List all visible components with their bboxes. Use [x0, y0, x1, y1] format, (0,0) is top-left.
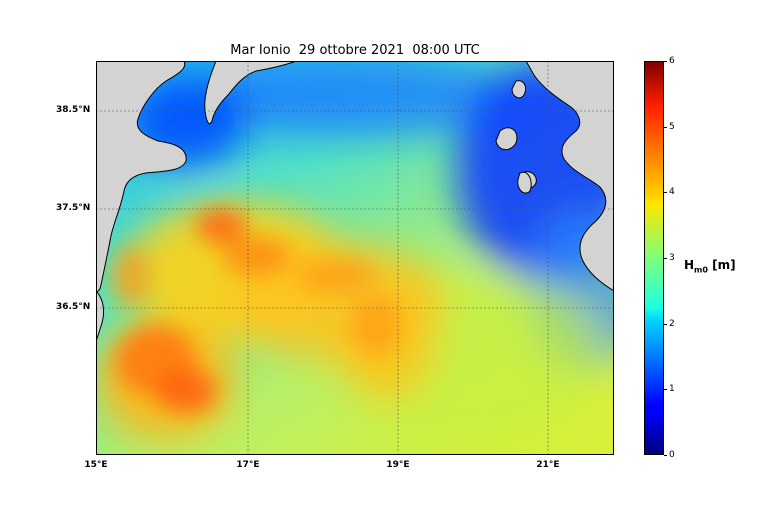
graticule — [96, 61, 614, 455]
colorbar-tick-mark — [664, 389, 667, 390]
colorbar-tick: 3 — [669, 253, 675, 263]
lat-label: 37.5°N — [56, 203, 91, 213]
lon-label: 15°E — [84, 460, 108, 470]
colorbar-tick-mark — [664, 324, 667, 325]
lat-label: 38.5°N — [56, 105, 91, 115]
lon-label: 19°E — [386, 460, 410, 470]
island-south — [517, 171, 532, 194]
lat-label: 36.5°N — [56, 302, 91, 312]
colorbar-tick: 1 — [669, 384, 675, 394]
colorbar-label-symbol: H — [684, 258, 695, 272]
colorbar-tick-mark — [664, 61, 667, 62]
colorbar-tick: 4 — [669, 187, 675, 197]
colorbar-label: Hm0 [m] — [684, 258, 736, 274]
island-kefalonia — [495, 127, 518, 150]
colorbar-tick-mark — [664, 455, 667, 456]
island-north — [511, 80, 527, 99]
calabria-coast — [96, 61, 187, 294]
colorbar-label-unit: [m] — [707, 258, 736, 272]
lon-label: 21°E — [536, 460, 560, 470]
greece-coast — [525, 61, 614, 292]
colorbar — [644, 61, 664, 455]
colorbar-tick-mark — [664, 192, 667, 193]
sicily-tip — [96, 290, 105, 342]
wave-height-maxima — [111, 208, 401, 413]
colorbar-tick-mark — [664, 258, 667, 259]
lon-label: 17°E — [236, 460, 260, 470]
colorbar-tick: 0 — [669, 450, 675, 460]
map-title: Mar Ionio 29 ottobre 2021 08:00 UTC — [230, 43, 480, 58]
gulf-coast — [204, 61, 297, 125]
colorbar-tick: 6 — [669, 56, 675, 66]
colorbar-label-subscript: m0 — [694, 265, 708, 275]
wave-height-map — [96, 61, 614, 455]
colorbar-tick: 5 — [669, 122, 675, 132]
wave-height-field — [96, 61, 614, 451]
land — [96, 61, 614, 342]
colorbar-tick: 2 — [669, 319, 675, 329]
colorbar-tick-mark — [664, 127, 667, 128]
